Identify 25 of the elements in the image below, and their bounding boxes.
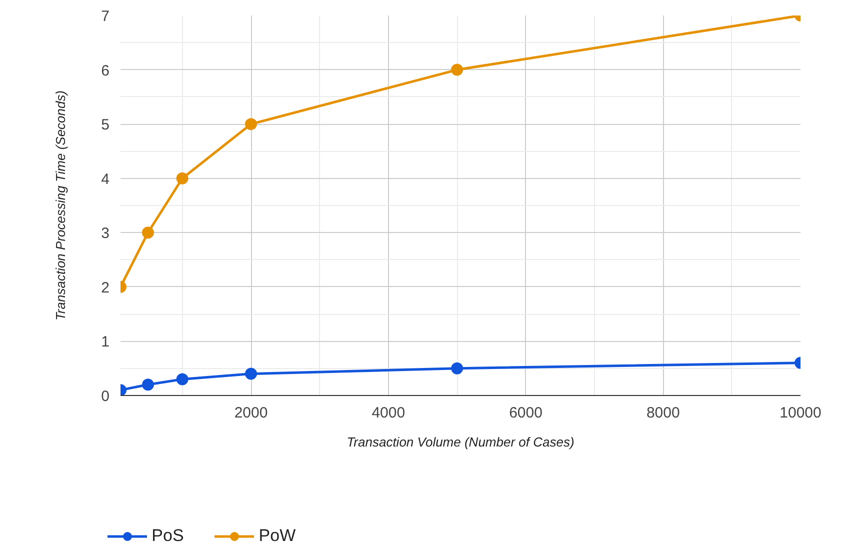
x-tick-label: 10000 — [780, 404, 822, 422]
point — [142, 226, 154, 239]
y-tick-label: 7 — [101, 8, 110, 25]
point — [451, 64, 464, 76]
y-tick-label: 1 — [101, 334, 110, 351]
x-axis-title: Transaction Volume (Number of Cases) — [346, 434, 574, 450]
y-tick-label: 4 — [101, 170, 110, 188]
point — [176, 172, 188, 184]
x-tick-label: 4000 — [372, 404, 406, 422]
point — [451, 362, 464, 374]
y-tick-label: 6 — [101, 62, 110, 80]
point — [176, 373, 188, 386]
y-axis-title: Transaction Processing Time (Seconds) — [53, 90, 68, 321]
y-tick-label: 0 — [101, 388, 110, 405]
point — [142, 378, 154, 391]
x-tick-label: 2000 — [234, 404, 268, 422]
x-tick-label: 6000 — [509, 404, 542, 422]
x-tick-label: 8000 — [646, 404, 680, 422]
y-tick-label: 2 — [101, 279, 110, 296]
y-tick-label: 3 — [101, 225, 110, 242]
y-tick-label: 5 — [101, 116, 110, 134]
point — [245, 368, 258, 380]
legend-label: PoW — [258, 526, 296, 546]
legend-label: PoS — [152, 526, 184, 546]
point — [245, 118, 258, 130]
